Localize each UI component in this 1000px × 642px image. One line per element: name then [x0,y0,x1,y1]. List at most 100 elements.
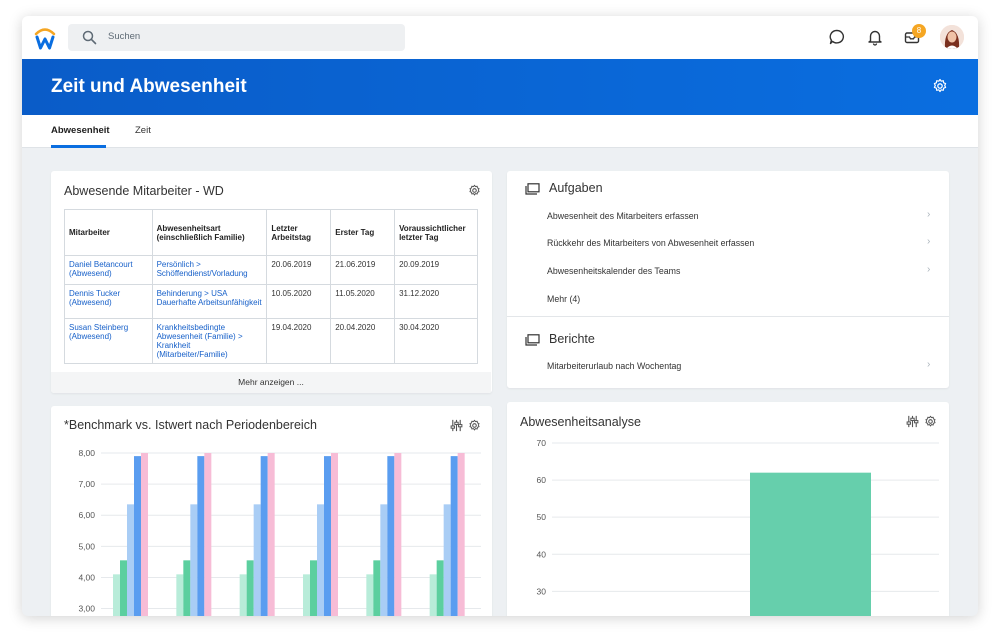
y-tick-label: 50 [537,512,547,522]
tasks-more-link[interactable]: Mehr (4) [547,294,935,304]
gear-icon[interactable] [468,419,481,432]
task-label: Abwesenheit des Mitarbeiters erfassen [547,211,699,221]
search-icon [82,30,97,45]
employee-link[interactable]: Dennis Tucker (Abwesend) [64,284,153,319]
chart-bar [303,574,310,616]
search-bar[interactable]: Suchen [68,24,405,51]
chart-bar [141,453,148,616]
chart-bar [457,453,465,616]
expected-last-day: 31.12.2020 [394,284,478,319]
y-tick-label: 30 [537,586,547,596]
chart-bar [373,560,381,616]
chart-bar [260,456,268,616]
chart-bar [324,456,331,616]
app-window: Suchen 8 Zeit und Abwesenheit [22,16,978,616]
chart-bar [450,456,458,616]
absence-type-link[interactable]: Behinderung > USA Dauerhafte Arbeitsunfä… [151,284,268,319]
chevron-right-icon: › [927,359,931,370]
task-item[interactable]: Abwesenheit des Mitarbeiters erfassen › [547,209,935,221]
column-header[interactable]: Mitarbeiter [64,209,153,256]
notification-badge: 8 [912,24,926,38]
absence-analysis-card: Abwesenheitsanalyse 70 60 50 40 30 [507,402,949,616]
chart-bar [204,453,212,616]
chart-bar [443,504,451,616]
y-tick-label: 3,00 [78,604,95,614]
chart-bar [429,574,437,616]
column-header[interactable]: Letzter Arbeitstag [266,209,332,256]
chart-bar [331,453,338,616]
page-header: Zeit und Abwesenheit [22,59,978,115]
tasks-reports-card: Aufgaben Abwesenheit des Mitarbeiters er… [507,171,949,388]
workday-logo[interactable] [34,26,56,50]
employee-link[interactable]: Daniel Betancourt (Abwesend) [64,255,153,285]
tasks-more-label: Mehr (4) [547,294,581,304]
chart-bar [380,504,388,616]
expected-last-day: 30.04.2020 [394,318,478,364]
reports-icon [525,334,540,346]
chart-bar [183,560,191,616]
chart-bar [387,456,395,616]
first-day: 11.05.2020 [330,284,396,319]
chevron-right-icon: › [927,264,931,275]
column-header[interactable]: Erster Tag [330,209,396,256]
chart-bar [197,456,205,616]
card-title: Abwesende Mitarbeiter - WD [64,184,224,198]
reports-title: Berichte [549,332,595,346]
chart-bar [113,574,120,616]
chart-bar [190,504,198,616]
report-item[interactable]: Mitarbeiterurlaub nach Wochentag › [547,359,935,371]
show-more-button[interactable]: Mehr anzeigen ... [51,372,491,393]
chart-bar [310,560,317,616]
absent-employees-table: Mitarbeiter Abwesenheitsart (einschließl… [64,209,478,364]
bell-icon[interactable] [866,28,884,46]
chart-bar [176,574,184,616]
task-item[interactable]: Rückkehr des Mitarbeiters von Abwesenhei… [547,236,935,248]
gear-icon[interactable] [468,184,481,197]
last-workday: 20.06.2019 [266,255,332,285]
chart-bar [436,560,444,616]
chart-bar [394,453,402,616]
chat-icon[interactable] [828,28,846,46]
report-label: Mitarbeiterurlaub nach Wochentag [547,361,682,371]
y-tick-label: 40 [537,549,547,559]
top-bar: Suchen 8 [22,16,978,59]
chart-bar [253,504,261,616]
tab-bar: Abwesenheit Zeit [22,115,978,148]
gear-icon[interactable] [932,78,948,94]
task-label: Rückkehr des Mitarbeiters von Abwesenhei… [547,238,755,248]
column-header[interactable]: Abwesenheitsart (einschließlich Familie) [151,209,268,256]
table-row: Susan Steinberg (Abwesend) Krankheitsbed… [64,318,478,364]
gear-icon[interactable] [924,415,937,428]
chart-bar [239,574,247,616]
filter-sliders-icon[interactable] [906,415,919,428]
employee-link[interactable]: Susan Steinberg (Abwesend) [64,318,153,364]
absence-type-link[interactable]: Krankheitsbedingte Abwesenheit (Familie)… [151,318,268,364]
y-tick-label: 70 [537,438,547,448]
first-day: 20.04.2020 [330,318,396,364]
tab-abwesenheit[interactable]: Abwesenheit [51,125,110,136]
avatar[interactable] [940,25,964,49]
user-avatar-icon [940,25,964,49]
table-header-row: Mitarbeiter Abwesenheitsart (einschließl… [64,209,478,256]
tasks-icon [525,183,540,195]
chart-title: Abwesenheitsanalyse [520,415,641,429]
search-placeholder: Suchen [108,31,141,42]
chart-bar [750,472,871,616]
chart-bar [246,560,254,616]
column-header[interactable]: Voraussichtlicher letzter Tag [394,209,478,256]
y-tick-label: 7,00 [78,479,95,489]
chart-bar [267,453,275,616]
task-item[interactable]: Abwesenheitskalender des Teams › [547,264,935,276]
benchmark-chart-card: *Benchmark vs. Istwert nach Periodenbere… [51,406,492,616]
task-label: Abwesenheitskalender des Teams [547,266,681,276]
last-workday: 19.04.2020 [266,318,332,364]
active-tab-indicator [51,145,106,148]
chart-bar [120,560,127,616]
tab-zeit[interactable]: Zeit [135,125,151,136]
absence-analysis-bar-chart: 70 60 50 40 30 [537,438,939,616]
chart-title: *Benchmark vs. Istwert nach Periodenbere… [64,418,317,432]
absence-type-link[interactable]: Persönlich > Schöffendienst/Vorladung [151,255,268,285]
y-tick-label: 5,00 [78,541,95,551]
last-workday: 10.05.2020 [266,284,332,319]
filter-sliders-icon[interactable] [450,419,463,432]
